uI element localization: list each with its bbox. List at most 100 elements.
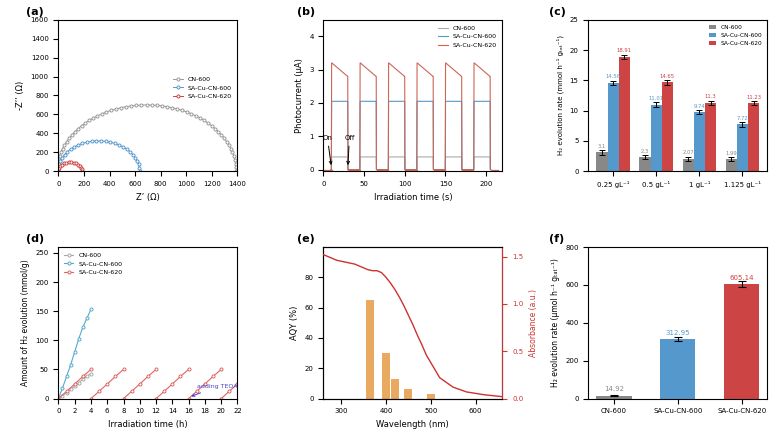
- CN-600: [83, 374, 92, 379]
- SA-Cu-CN-600: [83, 140, 92, 145]
- Bar: [427, 394, 435, 399]
- SA-Cu-CN-620: [54, 169, 63, 174]
- Text: (f): (f): [549, 234, 564, 244]
- SA-Cu-CN-600: [86, 307, 96, 312]
- SA-Cu-CN-600: [125, 149, 135, 155]
- Text: adding TEOA: adding TEOA: [192, 384, 238, 396]
- SA-Cu-CN-620: [421, 68, 431, 73]
- Text: (a): (a): [26, 7, 44, 17]
- SA-Cu-CN-600: [97, 138, 106, 144]
- SA-Cu-CN-600: [326, 167, 336, 172]
- SA-Cu-CN-600: [87, 139, 97, 144]
- Text: 14.65: 14.65: [660, 74, 675, 79]
- SA-Cu-CN-620: [54, 396, 63, 401]
- Bar: [640, 157, 650, 171]
- SA-Cu-CN-620: [58, 162, 67, 167]
- SA-Cu-CN-600: [118, 144, 128, 149]
- Legend: CN-600, SA-Cu-CN-600, SA-Cu-CN-620: CN-600, SA-Cu-CN-600, SA-Cu-CN-620: [435, 23, 499, 50]
- SA-Cu-CN-600: [60, 152, 69, 157]
- Text: Off: Off: [344, 134, 354, 164]
- SA-Cu-CN-600: [70, 350, 79, 355]
- CN-600: [486, 167, 495, 172]
- Bar: [391, 379, 399, 399]
- CN-600: [58, 146, 67, 151]
- Line: SA-Cu-CN-620: SA-Cu-CN-620: [57, 368, 93, 400]
- CN-600: [78, 377, 87, 382]
- Legend: CN-600, SA-Cu-CN-600, SA-Cu-CN-620: CN-600, SA-Cu-CN-600, SA-Cu-CN-620: [707, 23, 764, 48]
- Bar: [724, 284, 760, 399]
- CN-600: [86, 371, 96, 376]
- SA-Cu-CN-600: [111, 141, 120, 146]
- Text: 3.1: 3.1: [598, 144, 606, 149]
- SA-Cu-CN-600: [419, 99, 428, 104]
- SA-Cu-CN-600: [58, 155, 67, 160]
- Text: 18.91: 18.91: [617, 48, 632, 53]
- CN-600: [384, 154, 393, 159]
- Bar: [366, 300, 375, 399]
- Bar: [682, 159, 694, 171]
- SA-Cu-CN-600: [132, 158, 142, 163]
- SA-Cu-CN-600: [131, 155, 140, 160]
- Text: 9.74: 9.74: [693, 103, 705, 109]
- SA-Cu-CN-600: [92, 138, 101, 144]
- CN-600: [142, 102, 151, 108]
- SA-Cu-CN-600: [106, 140, 115, 145]
- SA-Cu-CN-620: [78, 374, 87, 379]
- SA-Cu-CN-600: [129, 152, 138, 157]
- Bar: [661, 339, 696, 399]
- SA-Cu-CN-600: [101, 139, 111, 144]
- Text: (c): (c): [549, 7, 566, 17]
- SA-Cu-CN-600: [69, 144, 79, 149]
- SA-Cu-CN-620: [70, 381, 79, 387]
- Y-axis label: AQY (%): AQY (%): [290, 306, 299, 340]
- Bar: [737, 124, 748, 171]
- Line: SA-Cu-CN-620: SA-Cu-CN-620: [57, 161, 84, 173]
- Y-axis label: -Z’’ (Ω): -Z’’ (Ω): [16, 81, 25, 110]
- SA-Cu-CN-620: [384, 60, 393, 66]
- Line: CN-600: CN-600: [55, 103, 238, 173]
- SA-Cu-CN-600: [486, 167, 495, 172]
- SA-Cu-CN-620: [69, 160, 79, 165]
- CN-600: [231, 165, 241, 170]
- Bar: [619, 57, 630, 171]
- Y-axis label: Photocurrent (μA): Photocurrent (μA): [294, 58, 304, 133]
- SA-Cu-CN-600: [134, 162, 143, 167]
- CN-600: [70, 384, 79, 389]
- SA-Cu-CN-600: [62, 374, 71, 379]
- SA-Cu-CN-620: [356, 60, 365, 66]
- CN-600: [227, 150, 237, 155]
- SA-Cu-CN-620: [486, 167, 495, 172]
- X-axis label: Irradiation time (s): Irradiation time (s): [374, 193, 452, 201]
- Bar: [608, 83, 619, 171]
- Text: (d): (d): [26, 234, 44, 244]
- Text: 2.07: 2.07: [682, 150, 694, 155]
- CN-600: [421, 154, 431, 159]
- Text: 14.56: 14.56: [605, 74, 621, 79]
- CN-600: [456, 154, 465, 159]
- CN-600: [66, 387, 76, 392]
- CN-600: [77, 123, 86, 128]
- SA-Cu-CN-600: [356, 99, 365, 104]
- SA-Cu-CN-620: [54, 167, 63, 172]
- SA-Cu-CN-620: [326, 167, 336, 172]
- Legend: CN-600, SA-Cu-CN-600, SA-Cu-CN-620: CN-600, SA-Cu-CN-600, SA-Cu-CN-620: [62, 250, 125, 278]
- Bar: [650, 105, 662, 171]
- X-axis label: Irradiation time (h): Irradiation time (h): [108, 420, 188, 429]
- SA-Cu-CN-600: [55, 162, 64, 167]
- Text: 605.14: 605.14: [729, 275, 754, 280]
- SA-Cu-CN-600: [66, 147, 76, 152]
- SA-Cu-CN-620: [78, 169, 87, 174]
- CN-600: [326, 167, 336, 172]
- SA-Cu-CN-600: [384, 99, 393, 104]
- SA-Cu-CN-620: [86, 367, 96, 372]
- SA-Cu-CN-620: [76, 165, 86, 170]
- CN-600: [67, 132, 76, 138]
- Bar: [597, 152, 608, 171]
- SA-Cu-CN-600: [115, 142, 124, 148]
- Line: SA-Cu-CN-600: SA-Cu-CN-600: [57, 308, 93, 400]
- SA-Cu-CN-620: [67, 160, 76, 165]
- SA-Cu-CN-600: [135, 165, 144, 170]
- SA-Cu-CN-620: [62, 160, 71, 165]
- Bar: [694, 112, 705, 171]
- SA-Cu-CN-600: [58, 385, 67, 391]
